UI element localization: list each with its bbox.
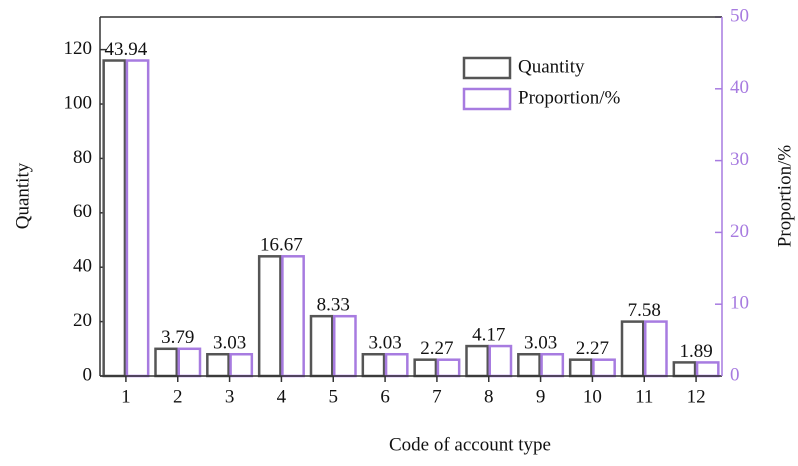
x-tick-label: 5: [329, 386, 339, 407]
x-tick-label: 8: [484, 386, 494, 407]
bar: [177, 347, 202, 378]
y2-axis-label: Proportion/%: [774, 145, 795, 248]
data-label: 43.94: [105, 39, 148, 60]
data-label: 3.03: [368, 333, 401, 354]
x-tick-label: 6: [380, 386, 390, 407]
x-tick-label: 4: [277, 386, 287, 407]
y2-tick-label: 30: [730, 149, 749, 170]
x-axis-label: Code of account type: [389, 434, 551, 455]
x-tick-label: 9: [536, 386, 546, 407]
x-tick-label: 1: [121, 386, 131, 407]
legend-swatch: [462, 87, 512, 111]
x-tick-label: 10: [583, 386, 602, 407]
bar: [125, 59, 150, 378]
y-tick-label: 20: [73, 310, 92, 331]
bar: [517, 352, 541, 378]
bar: [568, 358, 593, 378]
x-tick-label: 12: [687, 386, 706, 407]
bar: [644, 320, 668, 378]
bar: [229, 352, 254, 378]
x-tick-label: 2: [173, 386, 183, 407]
legend-label: Proportion/%: [518, 87, 621, 108]
data-label: 2.27: [576, 338, 609, 359]
data-label: 8.33: [317, 295, 350, 316]
y2-tick-label: 40: [730, 77, 749, 98]
data-label: 3.03: [213, 333, 246, 354]
data-label: 1.89: [679, 341, 712, 362]
y-tick-label: 100: [64, 92, 93, 113]
bar: [436, 358, 461, 378]
y-tick-label: 80: [73, 147, 92, 168]
bar: [154, 347, 179, 378]
bar: [361, 352, 386, 378]
bar: [102, 59, 127, 378]
y2-tick-label: 10: [730, 293, 749, 314]
y2-tick-label: 20: [730, 221, 749, 242]
y2-tick-label: 0: [730, 364, 740, 385]
bar: [206, 352, 230, 378]
bar: [465, 344, 489, 378]
data-label: 16.67: [260, 235, 303, 256]
bar: [620, 320, 645, 378]
bar: [413, 358, 438, 378]
bar: [672, 361, 697, 378]
x-tick-label: 11: [635, 386, 653, 407]
y-tick-label: 0: [83, 364, 93, 385]
x-tick-label: 3: [225, 386, 235, 407]
legend-label: Quantity: [518, 56, 585, 77]
data-label: 2.27: [420, 338, 453, 359]
data-label: 7.58: [628, 300, 661, 321]
bar: [257, 255, 282, 378]
x-tick-label: 7: [432, 386, 442, 407]
bar: [488, 344, 513, 378]
data-label: 3.79: [161, 327, 194, 348]
data-label: 3.03: [524, 333, 557, 354]
y-tick-label: 120: [64, 38, 93, 59]
bar: [695, 361, 720, 378]
bar: [281, 255, 305, 378]
legend-swatch: [462, 56, 512, 80]
bar: [592, 358, 616, 378]
y-tick-label: 40: [73, 256, 92, 277]
y-axis-label: Quantity: [12, 162, 33, 229]
bar: [384, 352, 409, 378]
bar: [309, 314, 334, 378]
bar: [540, 352, 565, 378]
bar: [333, 314, 357, 378]
y-tick-label: 60: [73, 201, 92, 222]
data-label: 4.17: [472, 324, 505, 345]
y2-tick-label: 50: [730, 5, 749, 26]
